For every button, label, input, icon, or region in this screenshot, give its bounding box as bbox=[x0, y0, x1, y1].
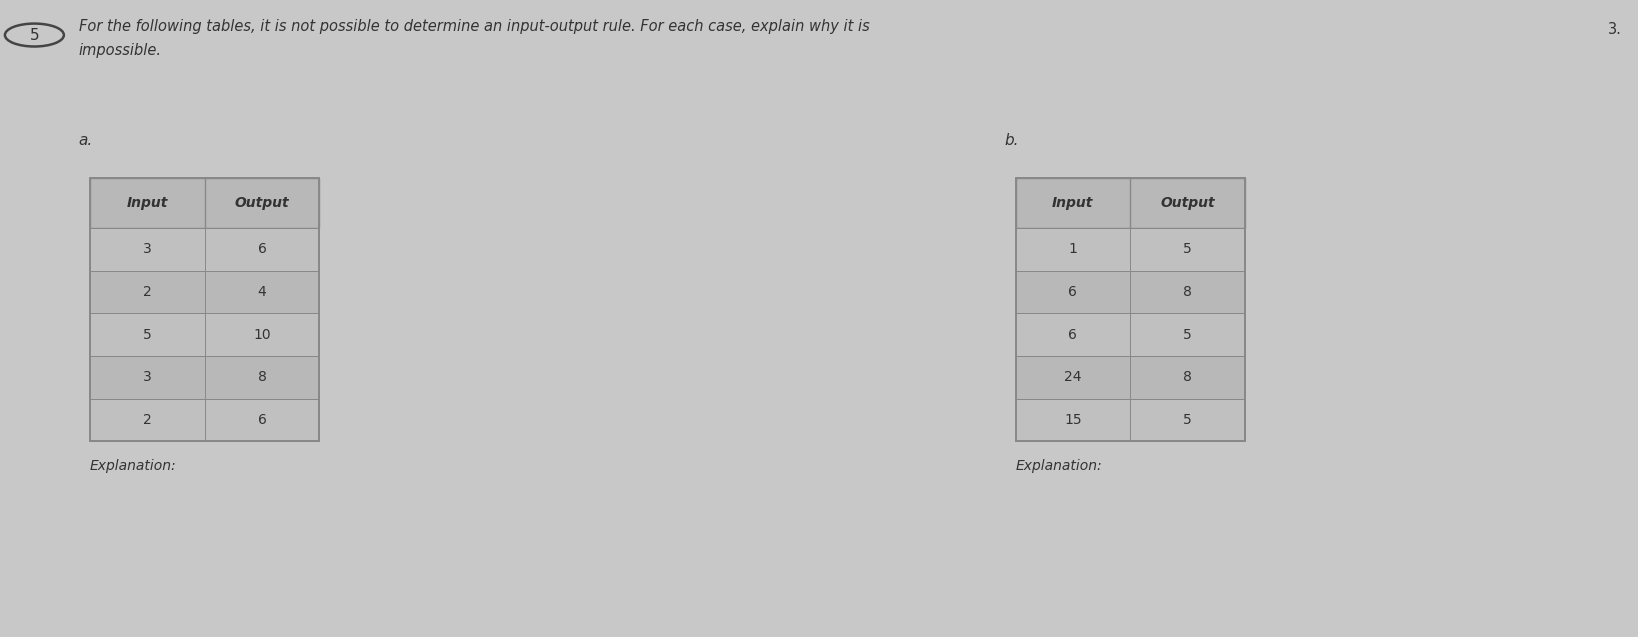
Text: 1: 1 bbox=[1068, 243, 1078, 256]
Text: 6: 6 bbox=[257, 243, 267, 256]
Text: Explanation:: Explanation: bbox=[90, 459, 177, 473]
Text: 4: 4 bbox=[257, 285, 267, 299]
Bar bbox=[90, 178, 319, 228]
Text: 6: 6 bbox=[257, 413, 267, 427]
Text: Output: Output bbox=[234, 196, 290, 210]
Bar bbox=[90, 356, 319, 399]
Text: 3: 3 bbox=[143, 371, 152, 384]
Bar bbox=[90, 178, 319, 441]
Text: 8: 8 bbox=[1183, 285, 1192, 299]
Text: 3.: 3. bbox=[1609, 22, 1622, 38]
Text: b.: b. bbox=[1004, 132, 1019, 148]
Bar bbox=[90, 313, 319, 356]
Text: 5: 5 bbox=[1183, 413, 1192, 427]
Text: impossible.: impossible. bbox=[79, 43, 162, 59]
Bar bbox=[1016, 399, 1245, 441]
Text: Output: Output bbox=[1160, 196, 1215, 210]
Text: 8: 8 bbox=[1183, 371, 1192, 384]
Text: For the following tables, it is not possible to determine an input-output rule. : For the following tables, it is not poss… bbox=[79, 19, 870, 34]
Text: 3: 3 bbox=[143, 243, 152, 256]
Text: 2: 2 bbox=[143, 285, 152, 299]
Text: 5: 5 bbox=[1183, 243, 1192, 256]
Bar bbox=[90, 271, 319, 313]
Text: Input: Input bbox=[1052, 196, 1094, 210]
Bar bbox=[1016, 178, 1245, 228]
Text: 5: 5 bbox=[29, 27, 39, 43]
Bar bbox=[90, 228, 319, 271]
Bar bbox=[1016, 228, 1245, 271]
Text: 24: 24 bbox=[1065, 371, 1081, 384]
Text: Input: Input bbox=[126, 196, 169, 210]
Bar bbox=[1016, 271, 1245, 313]
Bar bbox=[1016, 313, 1245, 356]
Text: 6: 6 bbox=[1068, 285, 1078, 299]
Text: 5: 5 bbox=[143, 328, 152, 341]
Bar bbox=[1016, 178, 1245, 441]
Text: 2: 2 bbox=[143, 413, 152, 427]
Text: 10: 10 bbox=[254, 328, 270, 341]
Text: 8: 8 bbox=[257, 371, 267, 384]
Bar bbox=[90, 399, 319, 441]
Text: 15: 15 bbox=[1065, 413, 1081, 427]
Text: Explanation:: Explanation: bbox=[1016, 459, 1102, 473]
Text: a.: a. bbox=[79, 132, 93, 148]
Text: 5: 5 bbox=[1183, 328, 1192, 341]
Bar bbox=[1016, 356, 1245, 399]
Text: 6: 6 bbox=[1068, 328, 1078, 341]
